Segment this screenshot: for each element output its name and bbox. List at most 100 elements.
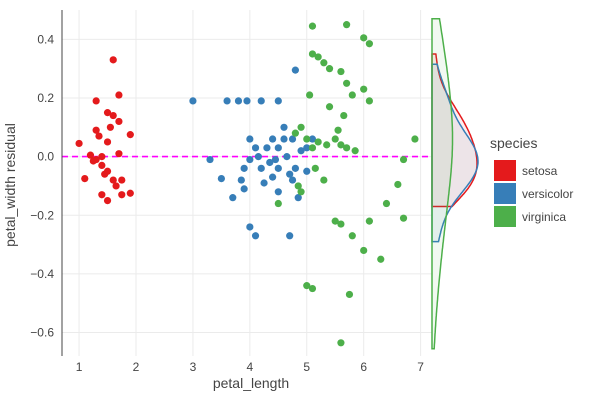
data-point-virginica [411,135,419,143]
data-point-versicolor [291,164,299,172]
data-point-setosa [92,155,100,164]
data-point-versicolor [294,194,302,202]
legend-swatch-virginica [494,206,516,227]
data-point-versicolor [303,144,311,152]
data-point-virginica [337,67,345,76]
y-tick-label: −0.4 [30,267,54,281]
data-point-virginica [325,65,334,73]
data-point-versicolor [274,164,282,172]
data-point-virginica [377,255,385,263]
x-tick-label: 2 [133,360,140,374]
data-points [75,21,419,347]
data-point-virginica [360,246,368,255]
data-point-virginica [308,50,317,58]
data-point-virginica [274,199,282,208]
data-point-versicolor [234,97,243,105]
data-point-versicolor [246,223,254,231]
data-point-versicolor [286,232,294,240]
data-point-setosa [92,97,100,105]
data-point-versicolor [251,144,260,152]
data-point-virginica [297,188,305,196]
legend-label-virginica: virginica [522,210,566,224]
data-point-virginica [314,138,322,146]
data-point-versicolor [217,175,225,183]
data-point-virginica [311,164,319,172]
data-point-versicolor [280,135,288,143]
data-point-setosa [115,117,123,126]
data-point-setosa [98,161,106,170]
data-point-versicolor [240,164,248,172]
data-point-virginica [308,284,317,293]
data-point-virginica [303,282,311,290]
legend-label-versicolor: versicolor [522,187,573,201]
data-point-versicolor [308,135,317,143]
y-tick-label: −0.6 [30,326,54,340]
data-point-versicolor [280,123,288,131]
x-tick-label: 3 [190,360,197,374]
data-point-versicolor [266,158,274,167]
data-point-setosa [81,175,89,183]
data-point-virginica [365,40,373,48]
data-point-versicolor [274,144,282,152]
x-tick-label: 6 [360,360,367,374]
y-tick-label: 0.0 [37,150,54,164]
data-point-setosa [98,153,106,161]
data-point-virginica [360,34,368,42]
data-point-versicolor [237,176,245,184]
data-point-setosa [118,176,126,184]
data-point-setosa [75,139,83,148]
data-point-versicolor [303,167,311,175]
data-point-versicolor [251,232,260,240]
data-point-virginica [331,135,339,143]
data-point-virginica [291,129,299,137]
data-point-virginica [399,155,408,164]
data-point-setosa [103,196,112,205]
data-point-versicolor [189,97,197,105]
axes: 1 2 3 4 5 6 7 −0.6 −0.4 −0.2 0.0 0.2 0.4 [30,10,424,374]
data-point-versicolor [288,176,297,184]
data-point-virginica [337,339,345,347]
data-point-versicolor [254,153,262,161]
data-point-virginica [306,91,314,99]
data-point-virginica [348,91,356,99]
data-point-setosa [126,189,134,197]
data-point-virginica [337,141,345,149]
data-point-setosa [126,131,134,139]
data-point-setosa [118,191,126,199]
data-point-setosa [98,191,106,199]
data-point-setosa [109,56,117,64]
data-point-versicolor [246,135,254,143]
data-point-virginica [323,141,331,149]
data-point-setosa [86,151,95,159]
data-point-versicolor [257,97,265,105]
data-point-virginica [365,217,373,225]
data-point-virginica [334,126,342,134]
density-curve-virginica [431,18,454,350]
y-tick-label: −0.2 [30,208,54,222]
y-tick-label: 0.2 [37,91,54,105]
data-point-versicolor [223,97,231,105]
data-point-virginica [351,147,359,155]
data-point-virginica [343,144,351,152]
data-point-virginica [308,144,317,152]
data-point-virginica [360,85,368,93]
data-point-virginica [343,21,351,29]
data-point-virginica [340,111,348,120]
data-point-versicolor [283,153,291,161]
y-tick-label: 0.4 [37,32,54,46]
data-point-versicolor [269,173,277,181]
marginal-density-plot [431,18,479,350]
data-point-versicolor [274,97,282,105]
y-axis-title: petal_width residual [2,123,18,247]
legend: setosa versicolor virginica [494,160,573,227]
legend-label-setosa: setosa [522,164,558,178]
data-point-virginica [314,53,322,61]
density-curve-setosa [431,53,478,208]
data-point-setosa [109,176,117,184]
data-point-setosa [106,123,114,131]
data-point-versicolor [288,135,297,143]
data-point-setosa [115,91,123,99]
data-point-virginica [320,59,328,67]
data-point-setosa [103,138,112,146]
